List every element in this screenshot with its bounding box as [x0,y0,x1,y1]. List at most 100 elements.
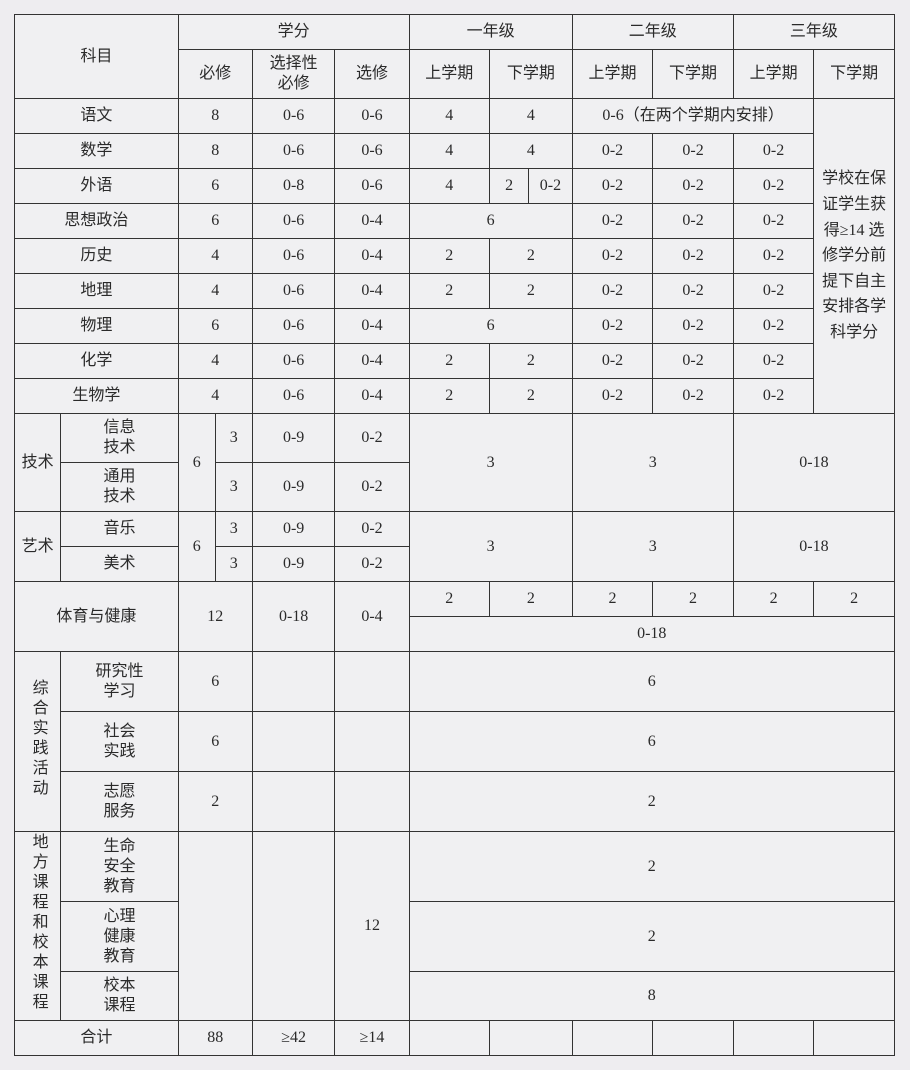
row-xiaoben-label: 校本 课程 [61,972,179,1021]
cell: 2 [409,344,490,379]
cell [252,832,335,1021]
note-cell: 学校在保证学生获得≥14 选修学分前提下自主安排各学科学分 [814,99,895,414]
cell: 2 [490,582,573,617]
cell: 3 [409,414,572,512]
curriculum-table: 科目 学分 一年级 二年级 三年级 必修 选择性 必修 选修 上学期 下学期 上… [14,14,895,1056]
cell: 0-6 [252,379,335,414]
cell: ≥42 [252,1021,335,1056]
cell: 0-2 [572,379,653,414]
hdr-g3a: 上学期 [733,50,814,99]
cell: 0-2 [653,239,734,274]
cell: 2 [409,902,895,972]
row-dili-label: 地理 [15,274,178,309]
cell: 0-18 [409,617,895,652]
cell: 0-6 [252,344,335,379]
cell: 4 [178,274,252,309]
row-yishu-label: 艺术 [15,512,61,582]
cell: 0-2 [572,274,653,309]
cell: 0-2 [335,547,409,582]
cell: 0-2 [572,204,653,239]
cell [814,1021,895,1056]
cell: 0-4 [335,344,409,379]
cell: 3 [215,547,252,582]
row-tongyong-label: 通用 技术 [61,463,179,512]
row-zonghe-label: 综合实践活动 [15,652,61,832]
hdr-g3b: 下学期 [814,50,895,99]
cell: 0-2 [653,344,734,379]
cell: 4 [178,239,252,274]
cell: 0-2 [733,134,814,169]
cell: ≥14 [335,1021,409,1056]
cell: 3 [409,512,572,582]
cell: 2 [409,239,490,274]
cell: 0-6 [335,99,409,134]
cell: 4 [490,99,573,134]
cell: 8 [178,99,252,134]
cell: 2 [409,772,895,832]
hdr-g2b: 下学期 [653,50,734,99]
cell: 0-2 [653,309,734,344]
row-yuwen-label: 语文 [15,99,178,134]
cell [409,1021,490,1056]
cell: 12 [178,582,252,652]
row-yanjiu-label: 研究性 学习 [61,652,179,712]
cell: 0-2 [733,204,814,239]
cell: 3 [215,463,252,512]
row-shuxue-label: 数学 [15,134,178,169]
cell: 0-6 [335,169,409,204]
row-jishu-label: 技术 [15,414,61,512]
cell: 6 [409,309,572,344]
cell: 0-9 [252,414,335,463]
cell: 0-2 [335,463,409,512]
cell: 6 [178,414,215,512]
row-shengming-label: 生命 安全 教育 [61,832,179,902]
cell: 2 [409,274,490,309]
cell: 3 [572,512,733,582]
cell: 2 [490,239,573,274]
cell: 0-2 [572,344,653,379]
cell: 0-4 [335,379,409,414]
hdr-grade1: 一年级 [409,15,572,50]
cell: 2 [814,582,895,617]
row-wuli-label: 物理 [15,309,178,344]
cell [335,652,409,712]
hdr-g1b: 下学期 [490,50,573,99]
cell [490,1021,573,1056]
cell: 0-2 [572,134,653,169]
cell: 6 [178,652,252,712]
cell: 0-2 [572,239,653,274]
table: 科目 学分 一年级 二年级 三年级 必修 选择性 必修 选修 上学期 下学期 上… [15,15,895,1056]
cell: 0-9 [252,512,335,547]
cell: 4 [409,169,490,204]
cell: 0-6 [252,309,335,344]
row-xinli-label: 心理 健康 教育 [61,902,179,972]
cell [335,772,409,832]
hdr-subject: 科目 [15,15,178,99]
cell: 4 [409,134,490,169]
cell: 2 [572,582,653,617]
hdr-grade2: 二年级 [572,15,733,50]
cell: 0-2 [733,309,814,344]
row-sixiang-label: 思想政治 [15,204,178,239]
cell: 0-2 [335,414,409,463]
cell: 6 [409,652,895,712]
cell [653,1021,734,1056]
cell: 12 [335,832,409,1021]
cell: 2 [490,274,573,309]
row-huaxue-label: 化学 [15,344,178,379]
cell: 0-6（在两个学期内安排） [572,99,814,134]
row-heji-label: 合计 [15,1021,178,1056]
row-zonghe-label-text: 综合实践活动 [28,679,48,799]
cell: 4 [490,134,573,169]
cell: 0-18 [252,582,335,652]
cell: 2 [490,344,573,379]
hdr-credits: 学分 [178,15,409,50]
hdr-required: 必修 [178,50,252,99]
cell [335,712,409,772]
cell: 0-2 [733,274,814,309]
hdr-grade3: 三年级 [733,15,894,50]
row-yinyue-label: 音乐 [61,512,179,547]
cell: 0-6 [335,134,409,169]
cell: 6 [178,169,252,204]
cell: 0-18 [733,414,894,512]
